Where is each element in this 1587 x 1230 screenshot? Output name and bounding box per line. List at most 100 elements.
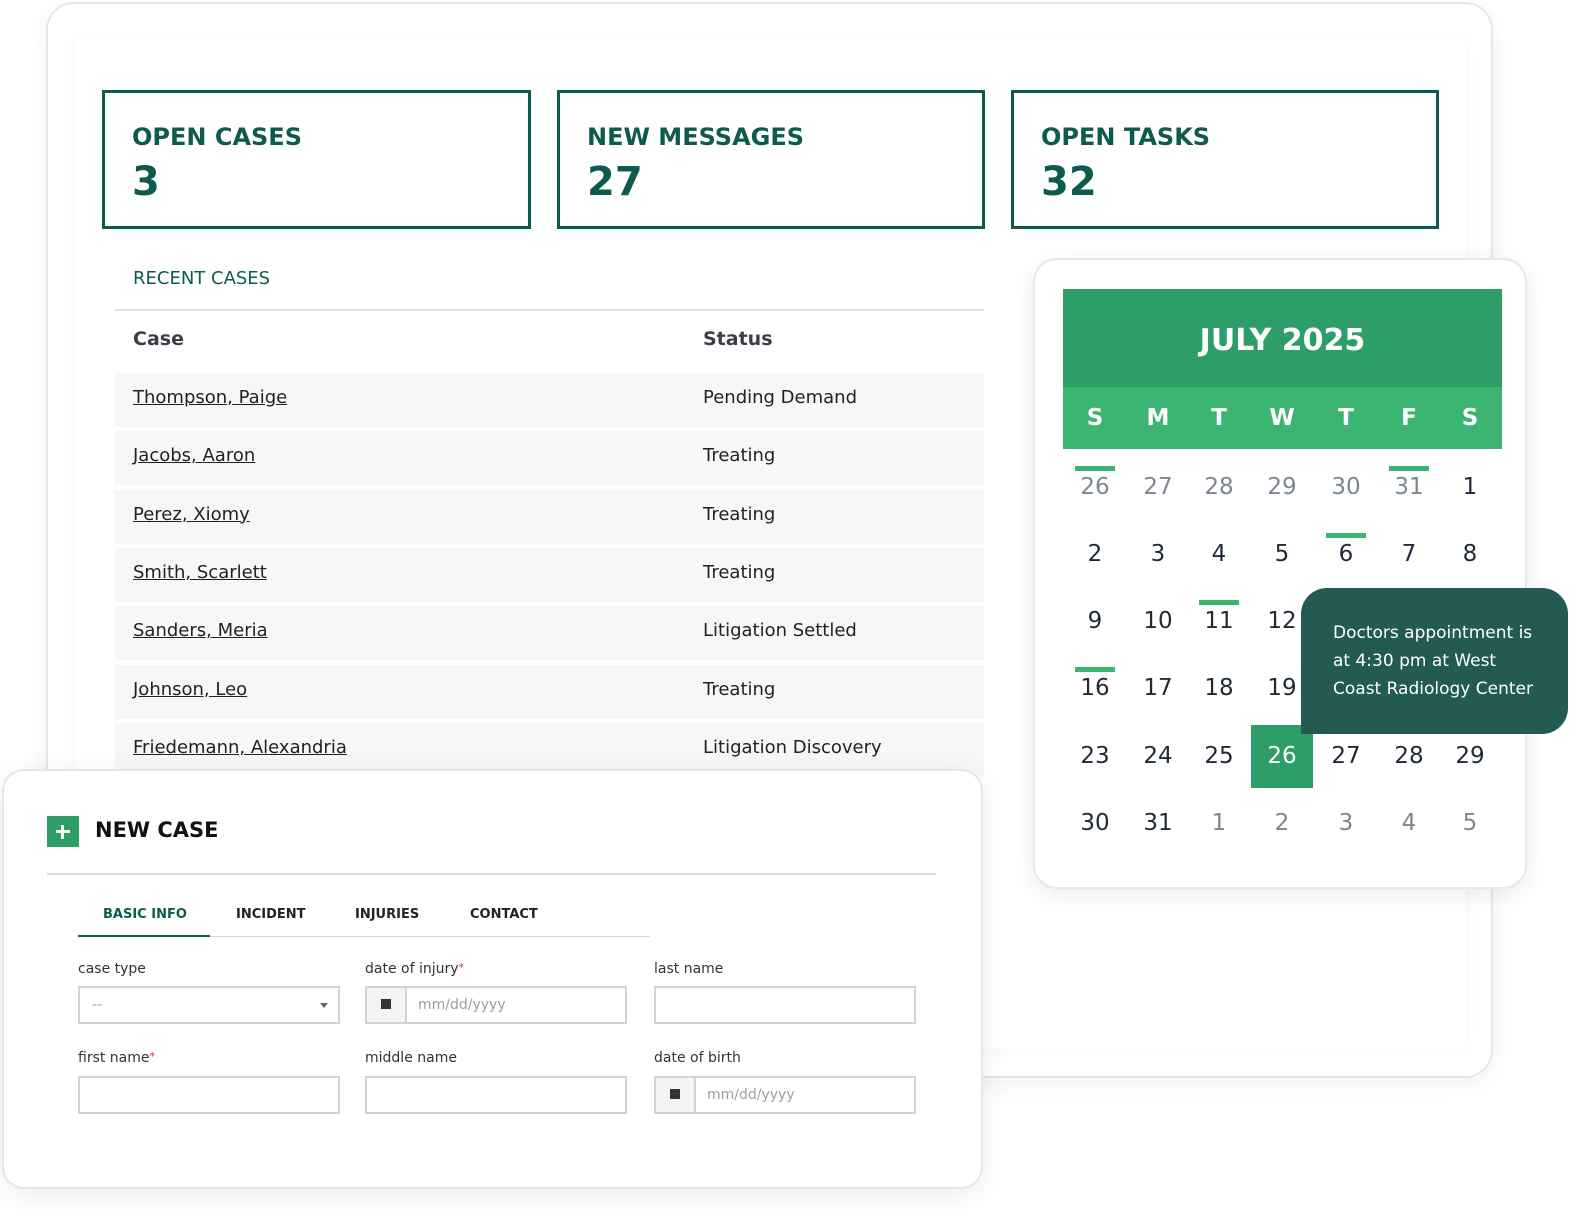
field-label: case type [78, 961, 146, 977]
calendar-day[interactable]: 26 [1080, 474, 1110, 500]
calendar-day[interactable]: 17 [1143, 675, 1173, 701]
calendar-day[interactable]: 4 [1211, 541, 1227, 567]
calendar-day[interactable]: 4 [1401, 810, 1417, 836]
stat-card: OPEN TASKS 32 [1011, 90, 1439, 229]
event-tooltip: Doctors appointment is at 4:30 pm at Wes… [1301, 588, 1568, 734]
case-link[interactable]: Jacobs, Aaron [133, 445, 256, 467]
calendar-day[interactable]: 5 [1274, 541, 1290, 567]
calendar-day[interactable]: 11 [1204, 608, 1234, 634]
calendar-day[interactable]: 28 [1204, 474, 1234, 500]
calendar-day[interactable]: 25 [1204, 743, 1234, 769]
stat-card: NEW MESSAGES 27 [557, 90, 985, 229]
text-input[interactable]: mm/dd/yyyy [654, 1076, 916, 1114]
divider [47, 873, 936, 875]
table-row: Friedemann, Alexandria Litigation Discove… [115, 722, 984, 777]
calendar-day[interactable]: 16 [1080, 675, 1110, 701]
calendar-day[interactable]: 31 [1394, 474, 1424, 500]
dropdown-caret [320, 1003, 328, 1012]
calendar-day[interactable]: 18 [1204, 675, 1234, 701]
calendar-day[interactable]: 27 [1331, 743, 1361, 769]
calendar-day[interactable]: 5 [1462, 810, 1478, 836]
divider [115, 309, 984, 311]
calendar-day[interactable]: 19 [1267, 675, 1297, 701]
required-mark: * [458, 961, 465, 974]
table-row: Perez, Xiomy Treating [115, 489, 984, 544]
calendar-day[interactable]: 1 [1462, 474, 1478, 500]
form-tab[interactable]: INJURIES [355, 907, 420, 922]
field-label: first name* [78, 1050, 155, 1066]
calendar-day[interactable]: 27 [1143, 474, 1173, 500]
field-label: middle name [365, 1050, 457, 1066]
table-row: Thompson, Paige Pending Demand [115, 373, 984, 427]
case-link[interactable]: Smith, Scarlett [133, 561, 267, 583]
case-link[interactable]: Thompson, Paige [133, 387, 288, 408]
case-link[interactable]: Johnson, Leo [133, 678, 248, 700]
field-label-text: case type [78, 961, 146, 977]
field-label: date of birth [654, 1050, 741, 1066]
event-marker [1326, 533, 1366, 538]
form-tab[interactable]: BASIC INFO [103, 907, 187, 922]
text-input[interactable] [78, 1076, 340, 1114]
calendar-day[interactable]: 29 [1267, 474, 1297, 500]
field-label-text: date of injury [365, 961, 459, 977]
text-input[interactable] [654, 986, 916, 1024]
case-link[interactable]: Sanders, Meria [133, 620, 268, 642]
calendar-day[interactable]: 3 [1150, 541, 1166, 567]
calendar-day[interactable]: 28 [1394, 743, 1424, 769]
calendar-day[interactable]: 1 [1211, 810, 1227, 836]
column-header: Status [703, 328, 773, 350]
weekday: T [1211, 405, 1227, 431]
case-status: Treating [703, 561, 776, 583]
add-icon [47, 816, 79, 847]
calendar-day[interactable]: 2 [1274, 810, 1290, 836]
field-label-text: middle name [365, 1050, 457, 1066]
calendar-day[interactable]: 10 [1143, 608, 1173, 634]
calendar-day[interactable]: 9 [1087, 608, 1103, 634]
table-row: Smith, Scarlett Treating [115, 547, 984, 602]
calendar-day[interactable]: 24 [1143, 743, 1173, 769]
calendar-day[interactable]: 2 [1087, 541, 1103, 567]
weekday: W [1269, 405, 1295, 431]
case-status: Litigation Settled [703, 620, 857, 642]
table-row: Sanders, Meria Litigation Settled [115, 606, 984, 661]
case-status: Treating [703, 503, 776, 525]
table-row: Jacobs, Aaron Treating [115, 431, 984, 486]
calendar-day[interactable]: 3 [1338, 810, 1354, 836]
event-marker [1199, 600, 1239, 605]
case-status: Treating [703, 445, 776, 467]
calendar-day[interactable]: 7 [1401, 541, 1417, 567]
required-mark: * [149, 1050, 156, 1063]
stat-value: 3 [132, 159, 160, 205]
case-link[interactable]: Friedemann, Alexandria [133, 736, 347, 758]
event-marker [1075, 667, 1115, 672]
calendar-day[interactable]: 30 [1080, 810, 1110, 836]
calendar-day[interactable]: 26 [1251, 725, 1313, 788]
form-tab[interactable]: INCIDENT [236, 907, 306, 922]
field-label: last name [654, 961, 723, 977]
field-label-text: last name [654, 961, 724, 977]
text-input[interactable] [365, 1076, 627, 1114]
stat-value: 32 [1041, 159, 1097, 205]
stat-label: OPEN TASKS [1041, 123, 1211, 151]
calendar-day[interactable]: 6 [1338, 541, 1354, 567]
stat-value: 27 [587, 159, 643, 205]
text-input[interactable]: -- [78, 986, 340, 1024]
table-row: Johnson, Leo Treating [115, 664, 984, 719]
calendar-day[interactable]: 8 [1462, 541, 1478, 567]
calendar-day[interactable]: 30 [1331, 474, 1361, 500]
weekday: M [1146, 405, 1170, 431]
calendar-icon [656, 1078, 696, 1112]
calendar-day[interactable]: 31 [1143, 810, 1173, 836]
case-link[interactable]: Perez, Xiomy [133, 503, 250, 525]
calendar-title: JULY 2025 [1063, 289, 1502, 387]
form-tab[interactable]: CONTACT [470, 907, 538, 922]
weekday: S [1461, 405, 1479, 431]
field-label-text: first name [78, 1050, 150, 1066]
calendar-day[interactable]: 29 [1455, 743, 1485, 769]
calendar-day[interactable]: 12 [1267, 608, 1297, 634]
text-input[interactable]: mm/dd/yyyy [365, 986, 627, 1024]
placeholder: mm/dd/yyyy [418, 997, 506, 1013]
calendar-day[interactable]: 23 [1080, 743, 1110, 769]
